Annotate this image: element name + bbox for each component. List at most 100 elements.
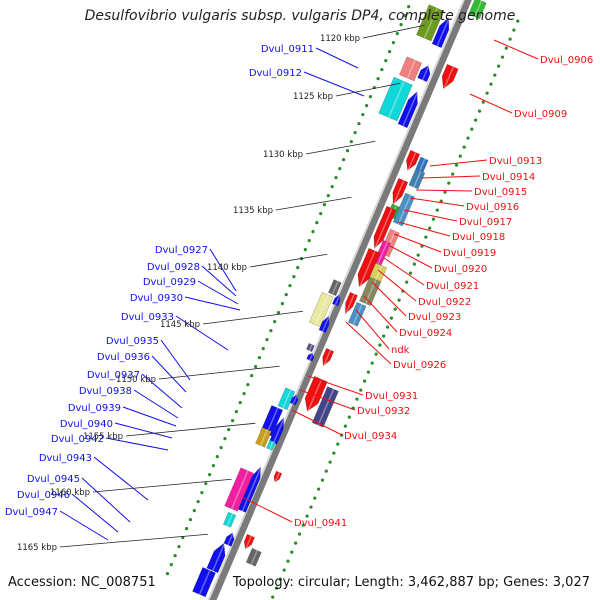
gc-track-dot	[192, 509, 196, 513]
gc-track-dot	[227, 428, 231, 432]
gene-feature-forward	[306, 352, 315, 362]
reverse-gene-label[interactable]: Dvul_0919	[443, 248, 496, 259]
gc-track-dot	[296, 266, 300, 270]
gc-track-dot	[376, 77, 380, 81]
reverse-gene-labels: Dvul_0906 Dvul_0909 Dvul_0913 Dvul_0914 Dvul…	[294, 55, 593, 529]
gene-feature-forward	[223, 532, 235, 547]
gc-track-dot	[271, 595, 275, 599]
gc-track-dot	[200, 491, 204, 495]
forward-gene-label[interactable]: Dvul_0933	[121, 312, 174, 323]
gc-track-dot	[313, 496, 317, 500]
reverse-gene-label[interactable]: Dvul_0909	[514, 109, 567, 120]
reverse-label-leader	[429, 159, 488, 167]
forward-gene-label[interactable]: Dvul_0939	[68, 403, 121, 414]
forward-gene-label[interactable]: Dvul_0940	[60, 419, 113, 430]
reverse-gene-label[interactable]: Dvul_0932	[357, 406, 410, 417]
reverse-gene-label[interactable]: Dvul_0906	[540, 55, 593, 66]
gc-track-dot	[349, 140, 353, 144]
forward-gene-label[interactable]: Dvul_0928	[147, 262, 200, 273]
gene-feature-slate	[306, 342, 315, 353]
reverse-gene-label[interactable]: Dvul_0931	[365, 391, 418, 402]
gene-feature-reverse	[441, 63, 459, 90]
kbp-tick-label: 1125 kbp	[293, 92, 333, 102]
reverse-label-leader	[403, 209, 458, 222]
gene-feature-forward	[269, 416, 285, 445]
gc-track-dot	[470, 127, 474, 131]
gc-track-dot	[311, 230, 315, 234]
reverse-gene-label[interactable]: Dvul_0920	[434, 264, 487, 275]
gene-feature-forward	[237, 466, 262, 513]
reverse-gene-label[interactable]: Dvul_0914	[482, 172, 535, 183]
reverse-gene-label[interactable]: Dvul_0921	[426, 281, 479, 292]
reverse-label-leader	[421, 175, 481, 179]
forward-gene-label[interactable]: Dvul_0930	[130, 293, 183, 304]
kbp-tick-label: 1150 kbp	[116, 375, 156, 385]
forward-gene-label[interactable]: Dvul_0942	[51, 434, 104, 445]
gc-track-dot	[454, 163, 459, 167]
forward-gene-label[interactable]: Dvul_0938	[79, 386, 132, 397]
forward-gene-label[interactable]: Dvul_0946	[17, 490, 70, 501]
gene-feature-reverse	[357, 247, 381, 288]
kbp-tick-label: 1120 kbp	[320, 34, 360, 44]
reverse-gene-label[interactable]: Dvul_0915	[474, 187, 527, 198]
gene-feature-steel	[347, 301, 367, 327]
tick-mark	[125, 422, 256, 437]
gc-track-dot	[355, 397, 359, 401]
forward-gene-label[interactable]: Dvul_0935	[106, 336, 159, 347]
gc-track-dot	[336, 442, 340, 446]
gc-track-dot	[374, 352, 378, 356]
reverse-gene-label[interactable]: Dvul_0926	[393, 360, 446, 371]
gc-track-dot	[424, 235, 428, 239]
reverse-gene-label[interactable]: Dvul_0934	[344, 431, 397, 442]
reverse-gene-label[interactable]: Dvul_0941	[294, 518, 347, 529]
forward-gene-label[interactable]: Dvul_0937	[87, 370, 140, 381]
reverse-gene-label[interactable]: Dvul_0922	[418, 297, 471, 308]
gc-track-dot	[357, 122, 361, 126]
gene-feature-reverse	[243, 533, 255, 550]
forward-gene-label[interactable]: Dvul_0912	[249, 68, 302, 79]
forward-gene-label[interactable]: Dvul_0911	[261, 44, 314, 55]
forward-gene-label[interactable]: Dvul_0943	[39, 453, 92, 464]
gene-feature-grey	[328, 279, 342, 297]
forward-gene-label[interactable]: Dvul_0929	[143, 277, 196, 288]
forward-gene-label[interactable]: Dvul_0947	[5, 507, 58, 518]
gc-track-dot	[177, 545, 181, 549]
reverse-label-leader	[377, 269, 417, 302]
reverse-gene-label[interactable]: Dvul_0917	[459, 217, 512, 228]
forward-gene-labels: Dvul_0911 Dvul_0912 Dvul_0927 Dvul_0928 Dvul…	[5, 44, 314, 518]
kbp-tick-label: 1140 kbp	[207, 263, 247, 273]
gene-feature-steel	[408, 168, 426, 190]
gene-feature-green	[468, 0, 487, 20]
gene-feature-reverse	[273, 470, 283, 483]
reverse-label-leader	[389, 245, 433, 269]
gc-track-dot	[508, 37, 512, 41]
forward-label-leader	[197, 280, 239, 305]
forward-gene-label[interactable]: Dvul_0927	[155, 245, 208, 256]
forward-gene-label[interactable]: Dvul_0945	[27, 474, 80, 485]
reverse-label-leader	[493, 39, 539, 60]
gc-track-dot	[395, 31, 399, 36]
gene-feature-forward	[397, 91, 419, 129]
kbp-tick-label: 1135 kbp	[233, 206, 273, 216]
reverse-gene-label[interactable]: Dvul_0916	[466, 202, 519, 213]
reverse-label-leader	[299, 389, 356, 411]
reverse-label-leader	[469, 93, 513, 114]
reverse-gene-label[interactable]: ndk	[391, 345, 410, 356]
reverse-gene-label[interactable]: Dvul_0924	[399, 328, 452, 339]
gc-track-dot	[497, 64, 501, 68]
reverse-label-leader	[363, 295, 398, 333]
gc-track-dot	[474, 118, 478, 122]
gc-track-dot	[512, 28, 516, 32]
gc-track-dot	[215, 455, 219, 459]
forward-gene-label[interactable]: Dvul_0936	[97, 352, 150, 363]
reverse-gene-label[interactable]: Dvul_0918	[452, 232, 505, 243]
gc-track-dot	[384, 59, 388, 63]
reverse-gene-label[interactable]: Dvul_0923	[408, 312, 461, 323]
gc-track-dot	[301, 523, 305, 527]
reverse-gene-label[interactable]: Dvul_0913	[489, 156, 542, 167]
gc-track-dot	[481, 100, 485, 104]
gc-track-dot	[261, 347, 265, 351]
gene-feature-grey	[245, 547, 262, 567]
gc-track-dot	[319, 212, 323, 216]
